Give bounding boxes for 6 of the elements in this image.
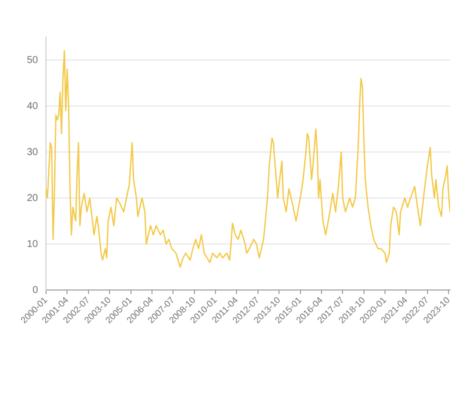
y-tick-label: 30 — [26, 146, 38, 158]
y-tick-label: 20 — [26, 192, 38, 204]
y-tick-label: 40 — [26, 100, 38, 112]
y-tick-label: 50 — [26, 54, 38, 66]
y-tick-label: 0 — [32, 284, 38, 296]
y-tick-label: 10 — [26, 238, 38, 250]
